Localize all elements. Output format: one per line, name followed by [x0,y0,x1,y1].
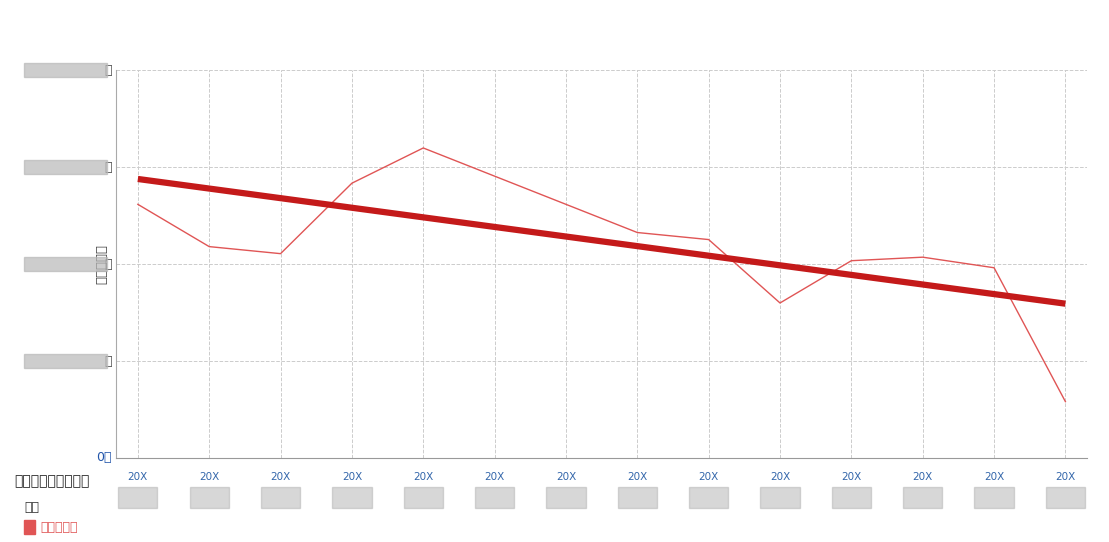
Text: 20X: 20X [1056,472,1076,482]
Bar [547,487,586,508]
Bar [24,63,106,78]
Text: 20X: 20X [200,472,220,482]
Bar [24,257,106,271]
Bar [1046,487,1085,508]
Bar [24,160,106,175]
Bar [24,520,35,534]
Text: 20X: 20X [770,472,790,482]
Bar [903,487,943,508]
Text: 0件: 0件 [96,451,112,464]
Text: 20X: 20X [485,472,505,482]
Bar [333,487,372,508]
Text: 20X: 20X [913,472,933,482]
Text: 20X: 20X [271,472,291,482]
Bar [24,354,106,368]
Text: 20X: 20X [556,472,576,482]
Text: 20X: 20X [414,472,434,482]
Bar [832,487,871,508]
Text: 20X: 20X [699,472,719,482]
Text: 全体: 全体 [24,501,40,514]
Y-axis label: 新規訪問数: 新規訪問数 [95,244,109,284]
Bar [190,487,228,508]
Bar [475,487,515,508]
Text: 20X: 20X [628,472,648,482]
Bar [689,487,729,508]
Text: 件: 件 [104,258,112,270]
Bar [404,487,442,508]
Bar [761,487,800,508]
Bar [261,487,301,508]
Text: 訪問数（新規訪問）: 訪問数（新規訪問） [14,474,90,488]
Text: 20X: 20X [842,472,862,482]
Bar [119,487,157,508]
Text: 件: 件 [104,64,112,77]
Text: 新規訪問数: 新規訪問数 [40,521,78,534]
Text: 20X: 20X [342,472,362,482]
Bar [618,487,657,508]
Text: 20X: 20X [128,472,147,482]
Text: 20X: 20X [984,472,1004,482]
Text: 件: 件 [104,161,112,174]
Text: 件: 件 [104,354,112,367]
Bar [975,487,1014,508]
